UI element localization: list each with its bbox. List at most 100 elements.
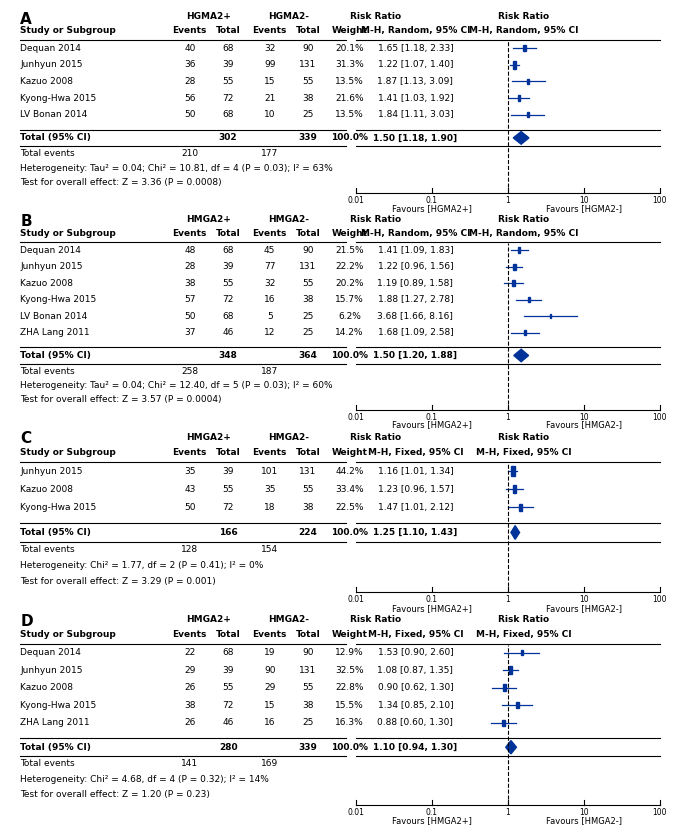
Text: ZHA Lang 2011: ZHA Lang 2011 xyxy=(20,718,90,727)
Text: 1.87 [1.13, 3.09]: 1.87 [1.13, 3.09] xyxy=(377,77,454,86)
Text: Test for overall effect: Z = 1.20 (P = 0.23): Test for overall effect: Z = 1.20 (P = 0… xyxy=(20,790,210,799)
Text: 1: 1 xyxy=(505,595,510,605)
Text: Dequan 2014: Dequan 2014 xyxy=(20,246,82,255)
Text: 12.9%: 12.9% xyxy=(335,648,364,657)
Text: Dequan 2014: Dequan 2014 xyxy=(20,648,82,657)
Text: 166: 166 xyxy=(219,528,237,537)
Text: 55: 55 xyxy=(222,77,234,86)
Text: 55: 55 xyxy=(303,485,313,494)
Text: 1.19 [0.89, 1.58]: 1.19 [0.89, 1.58] xyxy=(377,279,454,288)
Text: HMGA2+: HMGA2+ xyxy=(186,615,231,624)
Bar xyxy=(527,112,529,117)
Text: 50: 50 xyxy=(184,110,196,119)
Text: HMGA2-: HMGA2- xyxy=(269,433,309,442)
Text: 45: 45 xyxy=(264,246,275,255)
Text: Total (95% CI): Total (95% CI) xyxy=(20,351,91,360)
Text: Study or Subgroup: Study or Subgroup xyxy=(20,229,116,238)
Text: 15.7%: 15.7% xyxy=(335,295,364,304)
Text: 90: 90 xyxy=(264,666,275,675)
Text: Favours [HMGA2-]: Favours [HMGA2-] xyxy=(545,420,622,430)
Text: 0.88 [0.60, 1.30]: 0.88 [0.60, 1.30] xyxy=(377,718,454,727)
Text: M-H, Fixed, 95% CI: M-H, Fixed, 95% CI xyxy=(475,630,571,639)
Bar xyxy=(509,666,512,674)
Polygon shape xyxy=(506,741,516,754)
Text: 72: 72 xyxy=(222,295,234,304)
Text: Total events: Total events xyxy=(20,545,75,554)
Text: Study or Subgroup: Study or Subgroup xyxy=(20,448,116,457)
Text: 18: 18 xyxy=(264,503,275,512)
Text: Events: Events xyxy=(173,630,207,639)
Bar xyxy=(519,504,522,510)
Text: 100.0%: 100.0% xyxy=(331,351,368,360)
Text: 19: 19 xyxy=(264,648,275,657)
Text: 13.5%: 13.5% xyxy=(335,110,364,119)
Text: 15: 15 xyxy=(264,77,275,86)
Text: 10: 10 xyxy=(264,110,275,119)
Text: 1.41 [1.03, 1.92]: 1.41 [1.03, 1.92] xyxy=(377,93,454,103)
Text: 101: 101 xyxy=(261,467,278,475)
Text: Risk Ratio: Risk Ratio xyxy=(350,615,401,624)
Text: 33.4%: 33.4% xyxy=(335,485,364,494)
Text: Total: Total xyxy=(296,26,320,35)
Text: 68: 68 xyxy=(222,312,234,320)
Text: Events: Events xyxy=(252,229,287,238)
Text: 38: 38 xyxy=(184,279,196,288)
Text: 10: 10 xyxy=(579,196,588,204)
Text: 1.53 [0.90, 2.60]: 1.53 [0.90, 2.60] xyxy=(377,648,454,657)
Text: 16: 16 xyxy=(264,718,275,727)
Text: 0.01: 0.01 xyxy=(347,413,364,422)
Text: Weight: Weight xyxy=(332,630,368,639)
Text: 348: 348 xyxy=(219,351,237,360)
Text: M-H, Fixed, 95% CI: M-H, Fixed, 95% CI xyxy=(368,630,463,639)
Text: 1.10 [0.94, 1.30]: 1.10 [0.94, 1.30] xyxy=(373,743,458,751)
Text: 77: 77 xyxy=(264,263,275,271)
Text: 90: 90 xyxy=(303,246,313,255)
Text: 22: 22 xyxy=(184,648,195,657)
Text: 22.5%: 22.5% xyxy=(335,503,364,512)
Text: 187: 187 xyxy=(261,367,278,375)
Text: HMGA2-: HMGA2- xyxy=(269,214,309,224)
Text: 1.84 [1.11, 3.03]: 1.84 [1.11, 3.03] xyxy=(377,110,454,119)
Text: Kazuo 2008: Kazuo 2008 xyxy=(20,77,73,86)
Text: Events: Events xyxy=(252,26,287,35)
Text: 26: 26 xyxy=(184,718,195,727)
Text: 39: 39 xyxy=(222,60,234,69)
Text: 1.65 [1.18, 2.33]: 1.65 [1.18, 2.33] xyxy=(377,43,454,53)
Text: HMGA2+: HMGA2+ xyxy=(186,214,231,224)
Text: HMGA2-: HMGA2- xyxy=(269,615,309,624)
Text: Kazuo 2008: Kazuo 2008 xyxy=(20,279,73,288)
Bar xyxy=(521,650,523,655)
Text: 1.08 [0.87, 1.35]: 1.08 [0.87, 1.35] xyxy=(377,666,454,675)
Text: 28: 28 xyxy=(184,77,195,86)
Text: 72: 72 xyxy=(222,701,234,710)
Text: Risk Ratio: Risk Ratio xyxy=(350,214,401,224)
Text: 0.90 [0.62, 1.30]: 0.90 [0.62, 1.30] xyxy=(377,683,454,692)
Text: LV Bonan 2014: LV Bonan 2014 xyxy=(20,110,88,119)
Text: Risk Ratio: Risk Ratio xyxy=(498,615,549,624)
Polygon shape xyxy=(511,525,520,540)
Text: M-H, Random, 95% CI: M-H, Random, 95% CI xyxy=(469,229,578,238)
Text: 1.68 [1.09, 2.58]: 1.68 [1.09, 2.58] xyxy=(377,328,454,337)
Text: 28: 28 xyxy=(184,263,195,271)
Bar xyxy=(528,79,530,84)
Text: 224: 224 xyxy=(299,528,318,537)
Text: Junhyun 2015: Junhyun 2015 xyxy=(20,467,83,475)
Text: 46: 46 xyxy=(222,718,234,727)
Text: 38: 38 xyxy=(303,93,313,103)
Text: C: C xyxy=(20,431,31,446)
Bar xyxy=(513,264,515,270)
Text: Total (95% CI): Total (95% CI) xyxy=(20,528,91,537)
Text: Heterogeneity: Tau² = 0.04; Chi² = 10.81, df = 4 (P = 0.03); I² = 63%: Heterogeneity: Tau² = 0.04; Chi² = 10.81… xyxy=(20,164,333,173)
Text: 131: 131 xyxy=(299,60,317,69)
Text: 16.3%: 16.3% xyxy=(335,718,364,727)
Text: Total: Total xyxy=(216,630,241,639)
Text: 100: 100 xyxy=(652,595,667,605)
Text: 1.16 [1.01, 1.34]: 1.16 [1.01, 1.34] xyxy=(377,467,454,475)
Text: 35: 35 xyxy=(264,485,275,494)
Text: 25: 25 xyxy=(303,110,313,119)
Text: 99: 99 xyxy=(264,60,275,69)
Text: HGMA2+: HGMA2+ xyxy=(186,13,231,21)
Text: Total events: Total events xyxy=(20,367,75,375)
Text: Favours [HMGA2-]: Favours [HMGA2-] xyxy=(545,604,622,613)
Text: 14.2%: 14.2% xyxy=(335,328,364,337)
